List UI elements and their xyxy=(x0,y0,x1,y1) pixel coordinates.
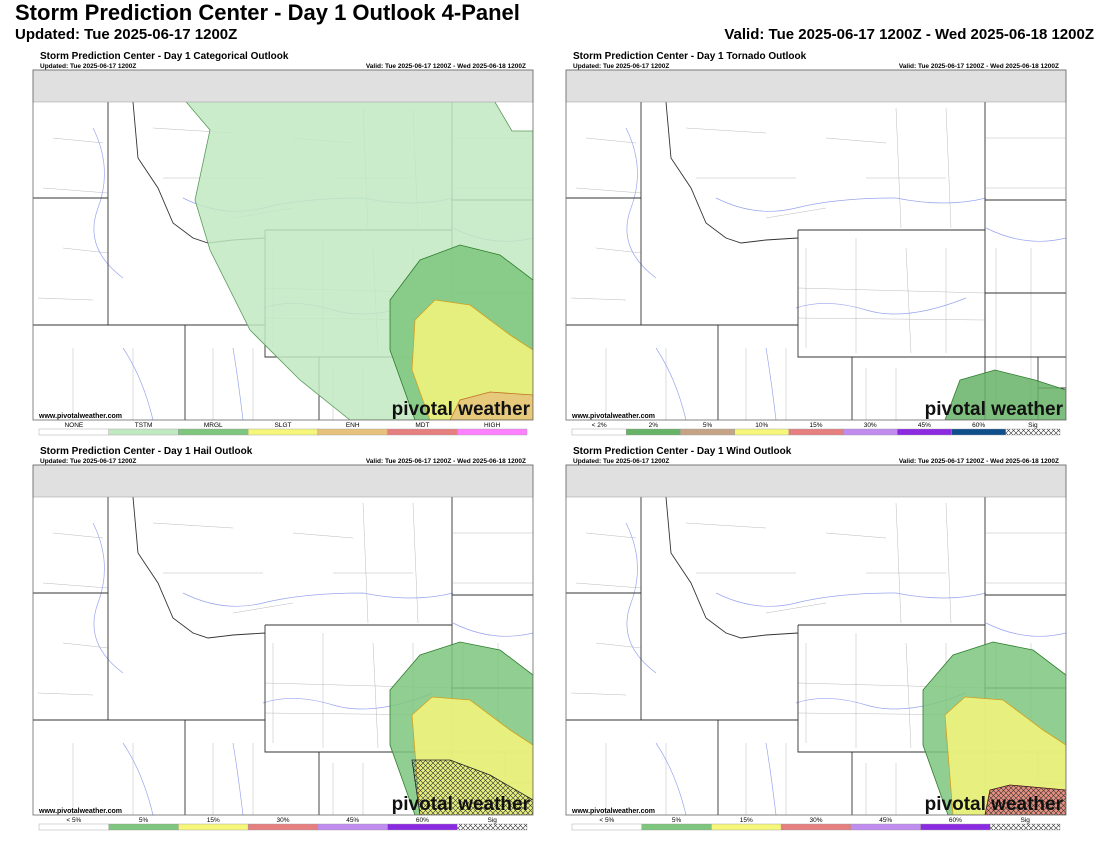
legend-label: 45% xyxy=(346,817,359,824)
legend-label: 2% xyxy=(649,422,659,429)
page-title: Storm Prediction Center - Day 1 Outlook … xyxy=(15,0,520,25)
legend-swatch xyxy=(850,823,921,831)
map-header-band xyxy=(565,69,1067,103)
legend-label: < 5% xyxy=(66,817,81,824)
legend-swatch xyxy=(247,428,319,436)
legend-swatch xyxy=(178,823,249,831)
legend-label: < 2% xyxy=(592,422,607,429)
legend-swatch xyxy=(108,428,179,436)
legend-label: 60% xyxy=(949,817,962,824)
legend-label: 60% xyxy=(416,817,429,824)
legend-label: 30% xyxy=(809,817,822,824)
legend-label: NONE xyxy=(64,422,83,429)
panel-title: Storm Prediction Center - Day 1 Hail Out… xyxy=(40,446,253,457)
watermark: www.pivotalweather.com xyxy=(571,808,655,815)
legend-label: ENH xyxy=(346,422,360,429)
legend-label: 10% xyxy=(755,422,768,429)
legend-label: 5% xyxy=(703,422,713,429)
legend-swatch xyxy=(178,428,249,436)
map-frame xyxy=(32,69,534,421)
legend-label: Sig xyxy=(1020,817,1030,824)
legend-label: MDT xyxy=(415,422,429,429)
panel-updated: Updated: Tue 2025-06-17 1200Z xyxy=(573,458,669,465)
panel: Storm Prediction Center - Day 1 Wind Out… xyxy=(565,446,1067,831)
legend-label: Sig xyxy=(487,817,497,824)
legend-label: 60% xyxy=(972,422,985,429)
legend-hatch xyxy=(1005,429,1060,435)
panel-valid: Valid: Tue 2025-06-17 1200Z - Wed 2025-0… xyxy=(899,63,1059,70)
legend-label: 5% xyxy=(139,817,149,824)
panel-title: Storm Prediction Center - Day 1 Wind Out… xyxy=(573,446,792,457)
page-valid: Valid: Tue 2025-06-17 1200Z - Wed 2025-0… xyxy=(724,26,1094,43)
panel: Storm Prediction Center - Day 1 Hail Out… xyxy=(32,446,534,831)
legend-label: 15% xyxy=(207,817,220,824)
map-header-band xyxy=(32,464,534,498)
panel-valid: Valid: Tue 2025-06-17 1200Z - Wed 2025-0… xyxy=(899,458,1059,465)
legend-swatch xyxy=(842,428,898,436)
legend-swatch xyxy=(317,823,388,831)
legend-swatch xyxy=(680,428,735,436)
legend-label: 15% xyxy=(740,817,753,824)
legend-label: < 5% xyxy=(599,817,614,824)
panel-updated: Updated: Tue 2025-06-17 1200Z xyxy=(40,458,136,465)
legend-label: 45% xyxy=(918,422,931,429)
panel-valid: Valid: Tue 2025-06-17 1200Z - Wed 2025-0… xyxy=(366,458,526,465)
legend-label: SLGT xyxy=(275,422,292,429)
legend-swatch xyxy=(571,428,627,436)
legend-label: HIGH xyxy=(484,422,501,429)
panel-valid: Valid: Tue 2025-06-17 1200Z - Wed 2025-0… xyxy=(366,63,526,70)
logo: pivotal weather xyxy=(925,794,1064,815)
legend-swatch xyxy=(920,823,991,831)
legend-label: Sig xyxy=(1028,422,1038,429)
legend-label: 30% xyxy=(864,422,877,429)
legend-hatch xyxy=(457,824,527,830)
panel-title: Storm Prediction Center - Day 1 Categori… xyxy=(40,51,289,62)
logo: pivotal weather xyxy=(392,794,531,815)
legend-swatch xyxy=(387,428,458,436)
legend-swatch xyxy=(38,823,109,831)
watermark: www.pivotalweather.com xyxy=(38,413,122,420)
legend-label: 45% xyxy=(879,817,892,824)
panel: Storm Prediction Center - Day 1 Tornado … xyxy=(565,51,1067,436)
legend-swatch xyxy=(247,823,319,831)
logo: pivotal weather xyxy=(925,399,1064,420)
panel-updated: Updated: Tue 2025-06-17 1200Z xyxy=(40,63,136,70)
map-frame xyxy=(565,464,1067,816)
legend-swatch xyxy=(897,428,952,436)
legend-hatch xyxy=(990,824,1060,830)
legend-swatch xyxy=(780,823,852,831)
legend-swatch xyxy=(108,823,179,831)
map-header-band xyxy=(32,69,534,103)
watermark: www.pivotalweather.com xyxy=(571,413,655,420)
legend-swatch xyxy=(38,428,109,436)
legend-label: MRGL xyxy=(204,422,223,429)
legend-swatch xyxy=(626,428,681,436)
panel-updated: Updated: Tue 2025-06-17 1200Z xyxy=(573,63,669,70)
legend-swatch xyxy=(387,823,458,831)
map-frame xyxy=(32,464,534,816)
map-header-band xyxy=(565,464,1067,498)
watermark: www.pivotalweather.com xyxy=(38,808,122,815)
legend-label: 30% xyxy=(276,817,289,824)
legend-label: 15% xyxy=(809,422,822,429)
legend-swatch xyxy=(457,428,528,436)
panel-title: Storm Prediction Center - Day 1 Tornado … xyxy=(573,51,807,62)
legend-swatch xyxy=(317,428,388,436)
logo: pivotal weather xyxy=(392,399,531,420)
map-frame xyxy=(565,69,1067,421)
legend-label: 5% xyxy=(672,817,682,824)
legend-swatch xyxy=(788,428,844,436)
legend-swatch xyxy=(951,428,1006,436)
legend-swatch xyxy=(711,823,782,831)
legend-swatch xyxy=(734,428,790,436)
legend-swatch xyxy=(571,823,642,831)
legend-swatch xyxy=(641,823,712,831)
panel: Storm Prediction Center - Day 1 Categori… xyxy=(32,51,534,436)
legend-label: TSTM xyxy=(135,422,153,429)
page-updated: Updated: Tue 2025-06-17 1200Z xyxy=(15,26,237,43)
